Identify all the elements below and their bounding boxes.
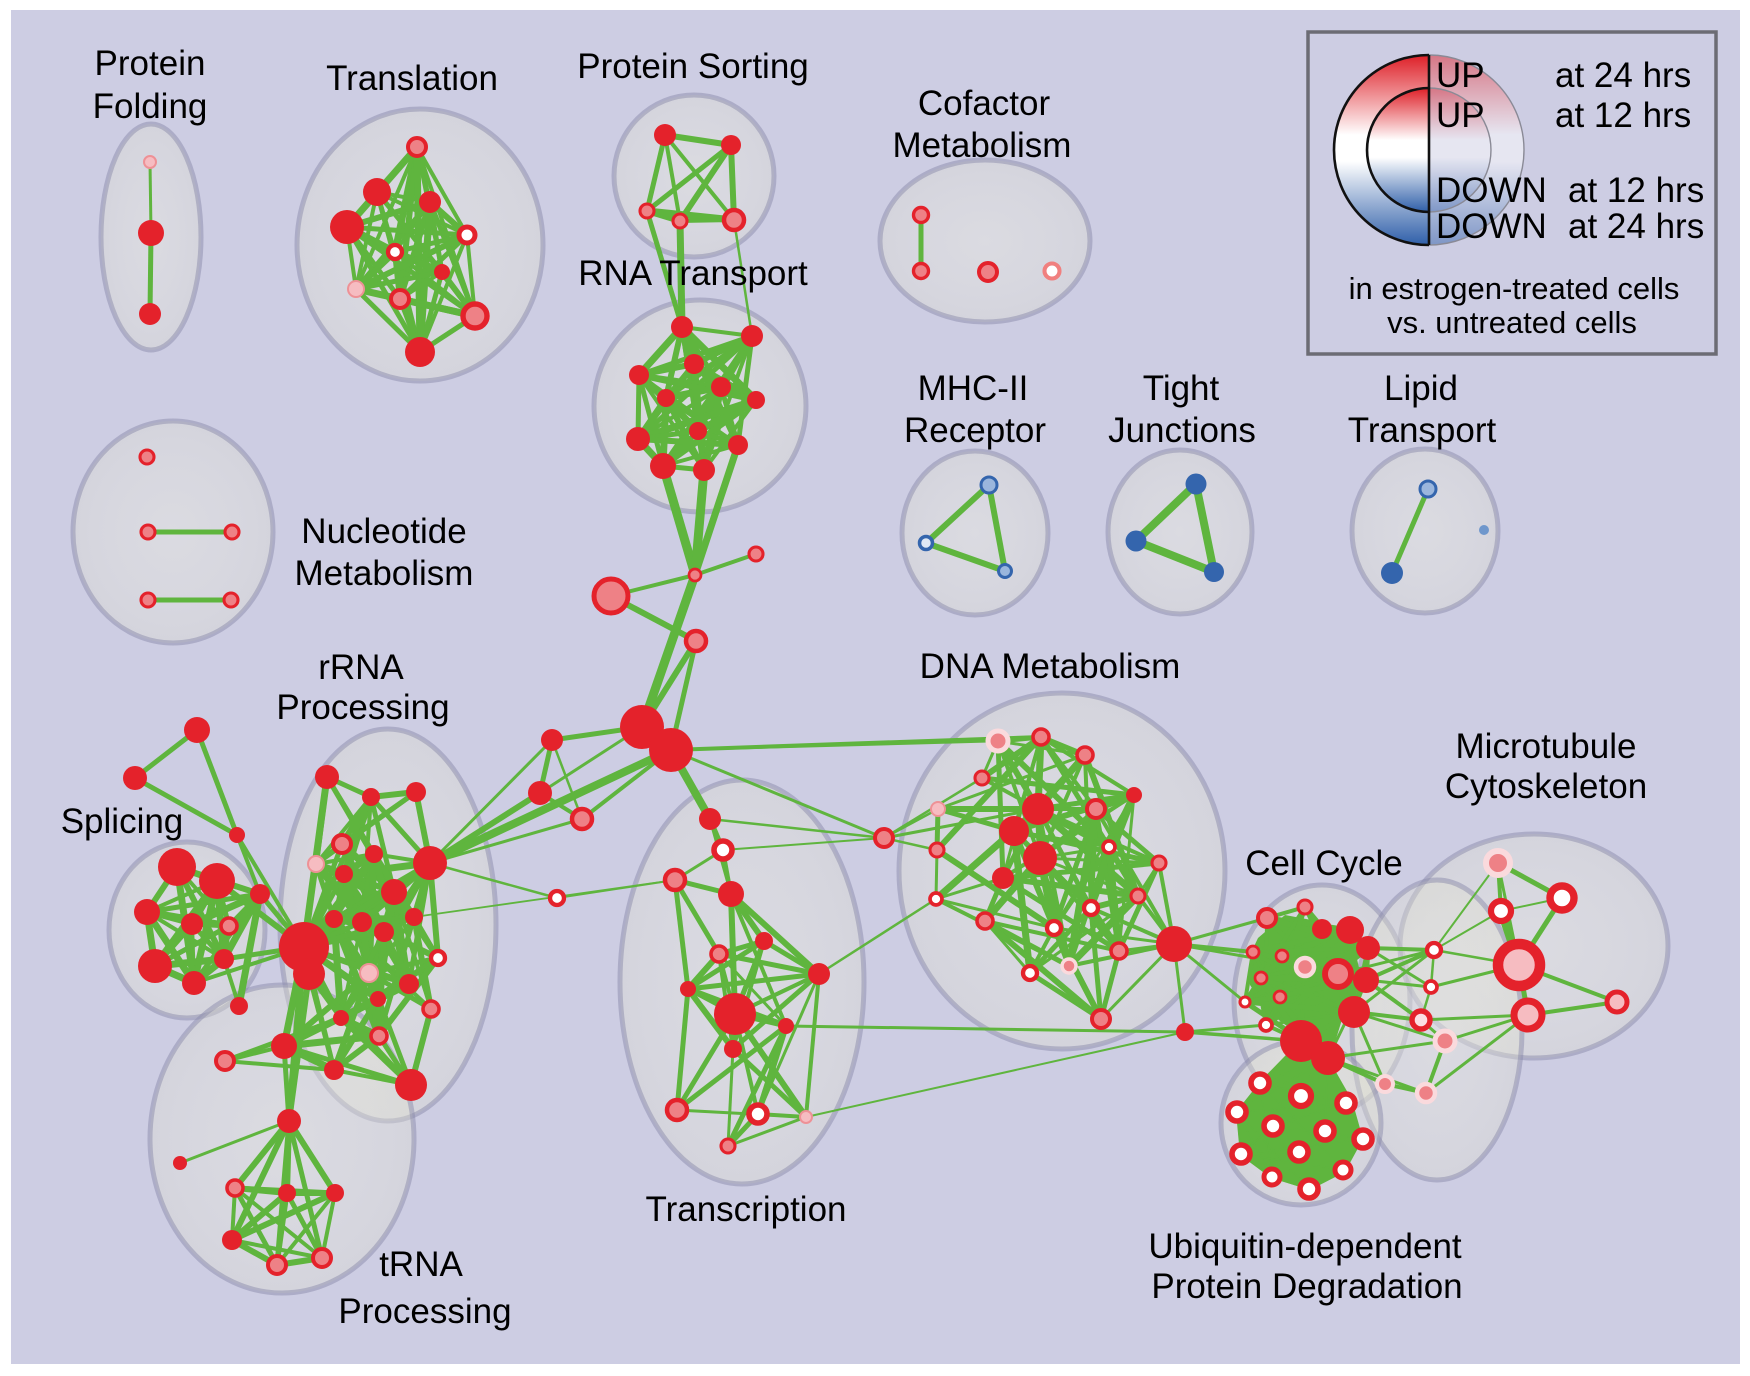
svg-text:RNA Transport: RNA Transport — [578, 254, 808, 293]
svg-text:Splicing: Splicing — [61, 802, 184, 841]
svg-text:Protein: Protein — [95, 44, 206, 83]
svg-text:Processing: Processing — [276, 688, 449, 727]
svg-text:Junctions: Junctions — [1108, 411, 1256, 450]
svg-text:Protein Degradation: Protein Degradation — [1151, 1267, 1462, 1306]
svg-text:DOWN: DOWN — [1436, 171, 1547, 210]
svg-text:Processing: Processing — [338, 1292, 511, 1331]
svg-text:at 12 hrs: at 12 hrs — [1568, 171, 1704, 210]
svg-text:Ubiquitin-dependent: Ubiquitin-dependent — [1148, 1227, 1462, 1266]
svg-text:Folding: Folding — [93, 87, 208, 126]
svg-text:vs. untreated cells: vs. untreated cells — [1387, 305, 1637, 340]
svg-text:DNA Metabolism: DNA Metabolism — [920, 647, 1181, 686]
svg-text:Nucleotide: Nucleotide — [301, 512, 466, 551]
svg-text:Transcription: Transcription — [646, 1190, 847, 1229]
svg-text:at 12 hrs: at 12 hrs — [1555, 96, 1691, 135]
svg-text:rRNA: rRNA — [318, 648, 404, 687]
svg-text:tRNA: tRNA — [379, 1245, 463, 1284]
svg-text:UP: UP — [1436, 56, 1485, 95]
svg-text:Lipid: Lipid — [1384, 369, 1458, 408]
svg-text:in estrogen-treated cells: in estrogen-treated cells — [1349, 271, 1680, 306]
svg-text:Metabolism: Metabolism — [893, 126, 1072, 165]
svg-text:Translation: Translation — [326, 59, 498, 98]
svg-text:Receptor: Receptor — [904, 411, 1046, 450]
svg-text:Cell Cycle: Cell Cycle — [1245, 844, 1403, 883]
svg-text:DOWN: DOWN — [1436, 207, 1547, 246]
svg-text:at 24 hrs: at 24 hrs — [1555, 56, 1691, 95]
svg-text:Cofactor: Cofactor — [918, 84, 1051, 123]
svg-text:Transport: Transport — [1348, 411, 1497, 450]
svg-text:Protein Sorting: Protein Sorting — [577, 47, 809, 86]
svg-text:Microtubule: Microtubule — [1456, 727, 1637, 766]
svg-text:Cytoskeleton: Cytoskeleton — [1445, 767, 1647, 806]
svg-text:at 24 hrs: at 24 hrs — [1568, 207, 1704, 246]
svg-text:MHC-II: MHC-II — [918, 369, 1029, 408]
svg-text:Metabolism: Metabolism — [295, 554, 474, 593]
svg-text:Tight: Tight — [1143, 369, 1220, 408]
svg-text:UP: UP — [1436, 96, 1485, 135]
